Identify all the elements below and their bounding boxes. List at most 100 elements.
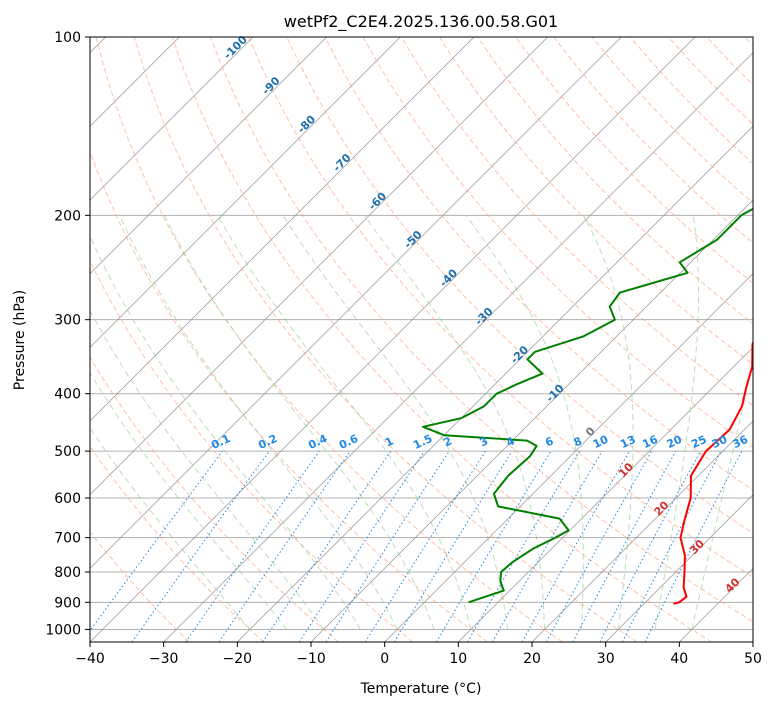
- mixing-ratio-label: 1.5: [411, 432, 434, 452]
- dry-adiabat: [90, 356, 339, 642]
- mixing-ratio-line: [572, 450, 677, 642]
- mixing-ratio-line: [393, 450, 513, 642]
- dry-adiabat-label: 40: [723, 575, 743, 595]
- moist-adiabat: [90, 427, 251, 630]
- isotherm: [752, 641, 753, 642]
- x-tick-label: 50: [744, 651, 762, 667]
- mixing-ratio-label: 0.1: [209, 432, 232, 452]
- y-tick-label: 1000: [45, 622, 81, 638]
- mixing-ratio-line: [521, 450, 630, 642]
- mixing-ratio-label: 3: [478, 434, 490, 449]
- x-tick-label: 10: [449, 651, 467, 667]
- y-tick-label: 300: [54, 313, 81, 329]
- dry-adiabat-label: -20: [508, 343, 531, 366]
- mixing-ratio-line: [644, 450, 743, 642]
- isotherm: [384, 273, 753, 642]
- moist-adiabat: [465, 215, 584, 630]
- isotherm: [531, 420, 753, 642]
- dry-adiabat: [90, 259, 414, 642]
- x-tick-label: 20: [523, 651, 541, 667]
- isotherm: [237, 125, 753, 642]
- y-tick-label: 200: [54, 208, 81, 224]
- dry-adiabat: [248, 37, 753, 578]
- moist-adiabat: [364, 215, 546, 630]
- mixing-ratio-label: 20: [665, 433, 685, 451]
- isotherm: [90, 37, 254, 201]
- x-tick-label: 40: [670, 651, 688, 667]
- moist-adiabat: [583, 215, 634, 630]
- mixing-ratio-label: 1: [383, 434, 395, 449]
- moist-adiabat: [119, 215, 398, 630]
- mixing-ratio-line: [185, 450, 320, 642]
- mixing-ratio-line: [325, 450, 450, 642]
- dry-adiabat-label: 10: [616, 460, 636, 480]
- dry-adiabat: [90, 445, 264, 642]
- y-axis-label: Pressure (hPa): [12, 290, 28, 390]
- mixing-ratio-label: 8: [572, 434, 584, 449]
- mixing-ratio-label: 16: [640, 433, 660, 451]
- y-tick-label: 400: [54, 387, 81, 403]
- dry-adiabat: [744, 37, 753, 47]
- mixing-ratio-line: [131, 450, 270, 642]
- y-tick-label: 700: [54, 531, 81, 547]
- mixing-ratio-line: [90, 450, 223, 632]
- y-tick-label: 900: [54, 595, 81, 611]
- mixing-ratio-label: 6: [543, 434, 556, 449]
- dry-adiabat: [553, 37, 753, 244]
- dry-adiabat: [324, 37, 753, 491]
- mixing-ratio-line: [599, 450, 701, 642]
- x-tick-label: −40: [75, 651, 105, 667]
- isotherm: [458, 346, 753, 642]
- isotherm: [90, 37, 622, 569]
- dry-adiabat: [438, 37, 753, 366]
- dry-adiabat: [90, 531, 190, 642]
- x-tick-label: −30: [149, 651, 179, 667]
- mixing-ratio-line: [545, 450, 653, 642]
- dry-adiabat: [400, 37, 753, 407]
- y-tick-label: 800: [54, 565, 81, 581]
- x-tick-label: 30: [597, 651, 615, 667]
- moist-adiabat: [282, 215, 509, 630]
- y-tick-label: 600: [54, 491, 81, 507]
- profile-series: [422, 207, 753, 605]
- dry-adiabat: [95, 37, 563, 642]
- y-tick-label: 500: [54, 444, 81, 460]
- dry-adiabat: [210, 37, 753, 623]
- mixing-ratio-label: 36: [731, 433, 751, 451]
- mixing-ratio-line: [262, 450, 392, 642]
- mixing-ratio-line: [298, 450, 425, 642]
- dry-adiabat: [706, 37, 753, 86]
- dry-adiabat: [171, 37, 712, 642]
- dry-adiabat-label: -80: [295, 113, 318, 136]
- moist-adiabat: [217, 215, 472, 630]
- x-axis-label: Temperature (°C): [360, 681, 482, 697]
- dewpoint-line: [422, 207, 753, 604]
- chart-title: wetPf2_C2E4.2025.136.00.58.G01: [284, 12, 558, 32]
- dry-adiabat-label: -40: [437, 266, 460, 289]
- x-axis-ticks: −40 −30 −20 −10 0 10 20 30 40 50: [75, 642, 762, 667]
- x-tick-label: −20: [223, 651, 253, 667]
- y-axis-ticks: 100 200 300 400 500 600 700 800 900 1000: [45, 30, 90, 638]
- y-tick-label: 100: [54, 30, 81, 46]
- moist-adiabat: [654, 215, 699, 630]
- pressure-gridlines: [90, 36, 753, 630]
- dry-adiabat-label: 30: [687, 537, 707, 557]
- moist-adiabat: [691, 358, 753, 630]
- mixing-ratio-label: 25: [689, 433, 708, 451]
- x-tick-label: −10: [296, 651, 326, 667]
- isotherm: [163, 52, 753, 642]
- moist-adiabat: [90, 235, 361, 630]
- mixing-ratio-label: 30: [710, 433, 730, 451]
- isotherm: [90, 37, 327, 275]
- moist-adiabat: [90, 309, 325, 630]
- isotherm: [90, 37, 548, 496]
- dry-adiabat-label: -70: [330, 151, 353, 174]
- x-tick-label: 0: [380, 651, 389, 667]
- mixing-ratio-label: 10: [591, 433, 611, 451]
- curve-labels: 0.1 0.2 0.4 0.6 1 1.5 2 3 4 6 8 10 13 16 20 25 30 36-100-…: [209, 33, 750, 596]
- dry-adiabat-label: -10: [543, 382, 566, 405]
- mixing-ratio-line: [435, 450, 552, 642]
- background-lines: [90, 37, 753, 642]
- moist-adiabat: [90, 371, 288, 630]
